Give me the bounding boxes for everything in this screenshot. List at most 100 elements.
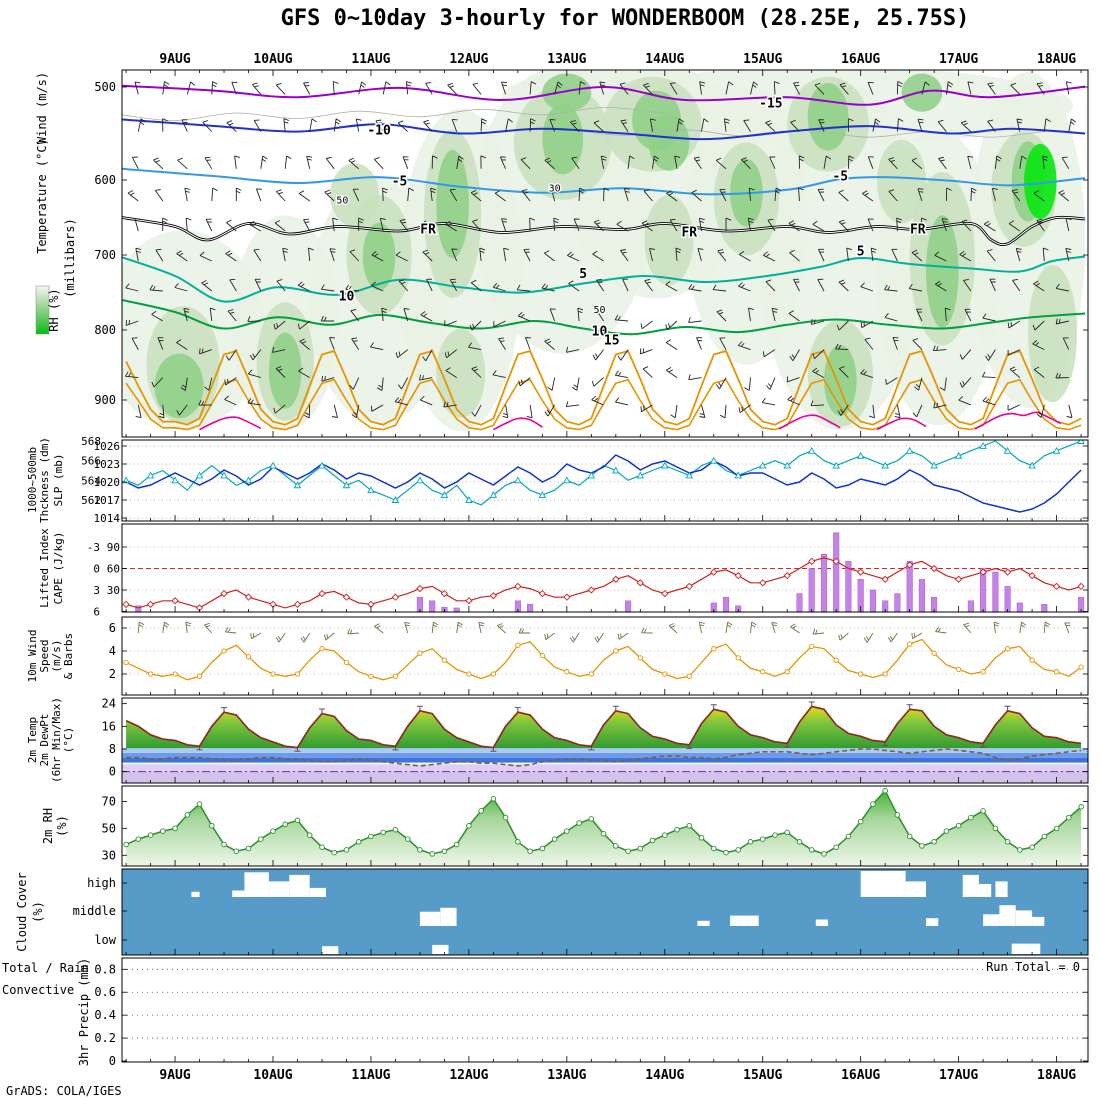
- cloud-bar-high: [244, 872, 269, 897]
- rh-marker: [331, 849, 337, 856]
- rh-marker: [160, 828, 166, 834]
- rh-shade-blob: [542, 73, 592, 112]
- wind-barb: [620, 249, 629, 262]
- li-marker: [954, 575, 963, 583]
- wind-barb: [1061, 156, 1070, 170]
- wind-barb: [348, 157, 359, 170]
- wind-barb: [231, 81, 238, 95]
- wind-barb: [431, 155, 438, 169]
- temp-contour-5: [122, 255, 1086, 303]
- thickness-marker: [783, 461, 791, 469]
- rh-shade-blob: [926, 215, 959, 328]
- wind-barb: [627, 155, 635, 169]
- wind-barb: [445, 367, 457, 378]
- wind-barb: [867, 218, 874, 232]
- wind-barb: [517, 311, 531, 322]
- rh-marker: [600, 830, 607, 837]
- wind-barb: [640, 320, 653, 330]
- cape-bar: [869, 589, 876, 612]
- tick-label: 14AUG: [645, 52, 684, 67]
- wind-barb: [234, 155, 240, 169]
- wind-barb: [347, 628, 359, 635]
- wind-barb: [793, 82, 800, 95]
- wind-barb: [793, 278, 800, 292]
- wind-barb: [1010, 82, 1021, 95]
- wind-barb: [935, 280, 947, 292]
- wind-barb: [541, 283, 555, 292]
- rh-marker: [698, 835, 705, 841]
- tick-label: 17AUG: [939, 1068, 978, 1083]
- cape-bar: [453, 607, 460, 612]
- wind-marker: [760, 669, 766, 675]
- wind-barb: [1055, 318, 1069, 325]
- wind-barb: [578, 81, 586, 95]
- contour-magenta: [974, 411, 1062, 430]
- wind-barb: [970, 187, 977, 202]
- wind-barb: [715, 377, 727, 390]
- wind-barb: [911, 632, 923, 639]
- wind-marker: [1053, 669, 1060, 675]
- wind-barb: [382, 81, 391, 95]
- tick-label: 3: [93, 584, 100, 597]
- li-marker: [391, 593, 400, 601]
- wind-barb: [449, 278, 458, 292]
- wind-barb: [471, 366, 482, 378]
- wind-barb: [622, 278, 629, 292]
- wind-marker: [1029, 657, 1035, 663]
- rh-shade-blob: [1024, 143, 1057, 220]
- wind-marker: [147, 671, 154, 677]
- wind-barb: [744, 377, 751, 391]
- cloud-bar-low: [1011, 943, 1041, 954]
- wind-barb: [333, 118, 341, 132]
- wind-barb: [186, 81, 196, 95]
- rh-marker: [1017, 847, 1023, 853]
- contour-label: FR: [681, 226, 697, 241]
- wind-barb: [297, 281, 310, 292]
- wind-marker: [294, 671, 301, 677]
- wind-barb: [298, 367, 310, 378]
- wind-barb: [577, 307, 584, 322]
- rh-shade-blob: [268, 332, 302, 409]
- wind-barb: [162, 621, 170, 634]
- wind-barb: [767, 218, 776, 232]
- wind-barb: [451, 248, 458, 262]
- rh-marker: [711, 845, 717, 852]
- li-marker: [122, 600, 130, 608]
- cloud-bar-high: [309, 887, 326, 897]
- rh-marker: [784, 829, 790, 836]
- wind-barb: [1007, 320, 1021, 329]
- cape-bar: [135, 605, 142, 612]
- li-marker: [244, 593, 253, 601]
- wind-barb: [674, 155, 681, 169]
- thickness-marker: [905, 446, 914, 454]
- cloud-bar-high: [962, 874, 979, 897]
- wind-barb: [370, 404, 384, 412]
- wind-barb: [891, 248, 898, 262]
- wind-marker: [1004, 646, 1011, 652]
- wind-barb: [422, 349, 433, 362]
- tick-label: 8: [109, 742, 116, 756]
- wind-barb: [983, 220, 996, 232]
- wind-barb: [498, 337, 506, 350]
- gray-contour-label: 50: [336, 195, 348, 206]
- rh-marker: [576, 820, 582, 826]
- wind-barb: [275, 82, 286, 95]
- wind-barb: [449, 188, 458, 202]
- tick-label: 0: [93, 563, 100, 576]
- tick-label: 568: [81, 435, 101, 448]
- cape-bar: [833, 532, 840, 612]
- wind-barb: [739, 251, 751, 262]
- rh-marker: [796, 839, 803, 845]
- thickness-marker: [710, 456, 718, 464]
- cape-bar: [992, 571, 999, 612]
- li-marker: [979, 568, 987, 576]
- wind-barb: [276, 279, 286, 292]
- rh-marker: [882, 787, 888, 794]
- cape-bar: [429, 600, 436, 612]
- wind-barb: [614, 314, 629, 322]
- wind-barb: [1033, 366, 1045, 378]
- cloud-bar-middle: [1032, 916, 1045, 926]
- rh-marker: [943, 828, 950, 834]
- wind-barb: [479, 247, 486, 262]
- wind-barb: [817, 278, 825, 292]
